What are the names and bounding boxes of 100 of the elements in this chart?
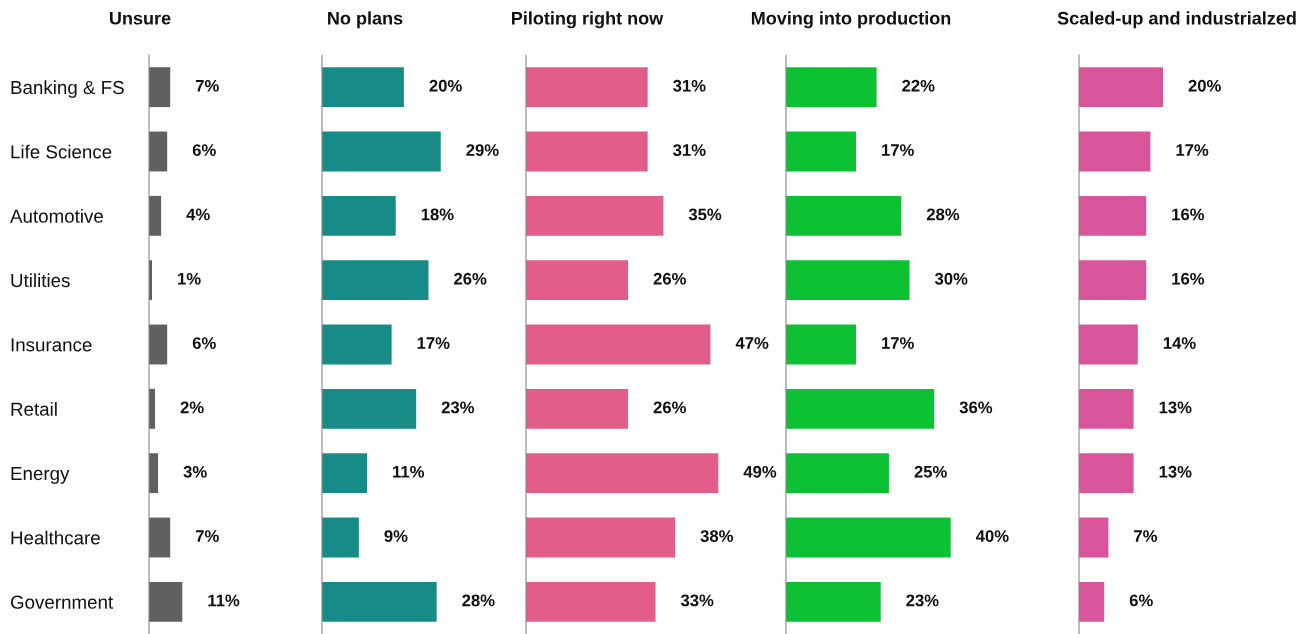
data-label: 38% (700, 530, 734, 542)
data-label: 20% (1188, 79, 1221, 92)
bar (322, 67, 404, 108)
data-label: 3% (183, 465, 207, 478)
bar (526, 453, 719, 494)
bar (786, 517, 951, 558)
data-label: 26% (454, 272, 487, 285)
y-tick-label: Government (10, 595, 114, 609)
data-label: 31% (673, 79, 706, 92)
data-label: 35% (688, 208, 722, 221)
bar (1079, 324, 1138, 365)
bar (149, 581, 183, 622)
data-label: 17% (1176, 144, 1209, 156)
data-label: 14% (1163, 337, 1196, 349)
data-label: 6% (192, 144, 216, 156)
data-label: 11% (208, 594, 240, 607)
bar (786, 131, 856, 172)
y-tick-label: Utilities (11, 273, 70, 288)
bar (786, 453, 889, 494)
bar (322, 260, 429, 301)
data-label: 31% (673, 144, 706, 156)
data-label: 33% (680, 594, 714, 607)
bar (526, 517, 676, 558)
data-label: 28% (926, 208, 960, 221)
bar (1079, 67, 1163, 108)
bar (322, 453, 368, 494)
bar (526, 388, 629, 429)
data-label: 28% (462, 594, 495, 607)
bar (149, 67, 171, 108)
bar (1079, 131, 1151, 172)
data-label: 16% (1172, 208, 1205, 221)
data-label: 20% (429, 79, 462, 92)
bar (526, 131, 648, 172)
bar (322, 324, 392, 365)
chart-title: Piloting right now (511, 11, 664, 29)
data-label: 26% (653, 401, 686, 414)
y-tick-label: Retail (11, 402, 57, 416)
chart-title: Moving into production (751, 11, 951, 29)
bar (786, 195, 902, 236)
bar (526, 67, 648, 108)
data-label: 7% (195, 530, 219, 542)
data-label: 22% (902, 79, 935, 92)
data-label: 17% (882, 337, 914, 349)
bar (786, 67, 877, 108)
data-label: 1% (178, 272, 201, 285)
y-tick-label: Healthcare (11, 530, 100, 545)
data-label: 9% (384, 530, 408, 542)
data-label: 6% (1129, 594, 1153, 607)
data-label: 17% (417, 337, 450, 349)
data-label: 47% (735, 337, 769, 349)
data-label: 4% (186, 208, 210, 221)
bar (149, 517, 171, 558)
bar (322, 195, 396, 236)
data-label: 49% (743, 465, 777, 478)
data-label: 25% (914, 465, 947, 478)
data-label: 23% (441, 401, 475, 414)
chart-title: Scaled-up and industrialzed (1057, 11, 1296, 29)
data-label: 16% (1172, 272, 1205, 285)
bar (1079, 517, 1109, 558)
data-label: 40% (975, 530, 1009, 542)
data-label: 6% (192, 337, 216, 349)
chart-title: No plans (328, 11, 403, 29)
bar (526, 581, 656, 622)
bar (322, 131, 441, 172)
bar (1079, 260, 1147, 301)
data-label: 36% (959, 401, 993, 414)
data-label: 13% (1159, 401, 1192, 414)
bar (149, 131, 168, 172)
bar (149, 324, 168, 365)
y-tick-label: Insurance (11, 338, 92, 352)
bar (1079, 453, 1134, 494)
bar (786, 260, 910, 301)
data-label: 11% (393, 465, 425, 478)
bar (526, 195, 664, 236)
data-label: 29% (466, 144, 499, 156)
bar (786, 581, 881, 622)
bar (786, 388, 935, 429)
bar (322, 388, 417, 429)
bar (149, 195, 162, 236)
data-label: 7% (195, 79, 219, 92)
bar (322, 517, 359, 558)
bar (1079, 388, 1134, 429)
data-label: 17% (882, 144, 914, 156)
chart-title: Unsure (109, 12, 171, 25)
bar (786, 324, 856, 365)
data-label: 26% (653, 272, 686, 285)
y-tick-label: Banking & FS (11, 80, 124, 98)
data-label: 30% (934, 272, 968, 285)
y-tick-label: Life Science (11, 144, 112, 159)
bar (1079, 581, 1105, 622)
bar (526, 260, 629, 301)
data-label: 23% (906, 594, 939, 607)
data-label: 2% (180, 401, 204, 414)
bar (526, 324, 711, 365)
y-tick-label: Automotive (10, 209, 103, 223)
bar (322, 581, 437, 622)
y-tick-label: Energy (11, 467, 70, 484)
bar (1079, 195, 1147, 236)
data-label: 7% (1134, 530, 1158, 542)
data-label: 18% (421, 208, 454, 221)
